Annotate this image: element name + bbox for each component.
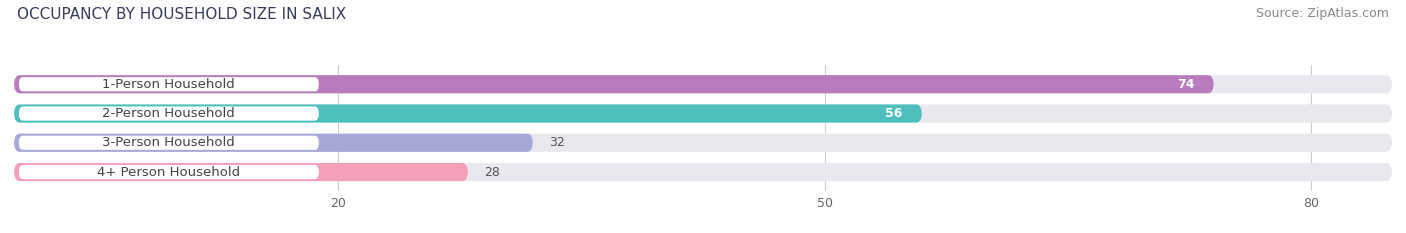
FancyBboxPatch shape [14, 75, 1213, 93]
Text: 32: 32 [548, 136, 565, 149]
FancyBboxPatch shape [18, 77, 319, 91]
FancyBboxPatch shape [14, 104, 1392, 123]
FancyBboxPatch shape [14, 163, 468, 181]
Text: 4+ Person Household: 4+ Person Household [97, 165, 240, 178]
Text: Source: ZipAtlas.com: Source: ZipAtlas.com [1256, 7, 1389, 20]
FancyBboxPatch shape [18, 165, 319, 179]
Text: 28: 28 [484, 165, 501, 178]
Text: 1-Person Household: 1-Person Household [103, 78, 235, 91]
Text: 56: 56 [884, 107, 903, 120]
FancyBboxPatch shape [14, 163, 1392, 181]
Text: 2-Person Household: 2-Person Household [103, 107, 235, 120]
FancyBboxPatch shape [14, 104, 922, 123]
Text: 3-Person Household: 3-Person Household [103, 136, 235, 149]
FancyBboxPatch shape [14, 134, 1392, 152]
Text: 74: 74 [1177, 78, 1194, 91]
Text: OCCUPANCY BY HOUSEHOLD SIZE IN SALIX: OCCUPANCY BY HOUSEHOLD SIZE IN SALIX [17, 7, 346, 22]
FancyBboxPatch shape [18, 106, 319, 121]
FancyBboxPatch shape [14, 75, 1392, 93]
FancyBboxPatch shape [14, 134, 533, 152]
FancyBboxPatch shape [18, 136, 319, 150]
